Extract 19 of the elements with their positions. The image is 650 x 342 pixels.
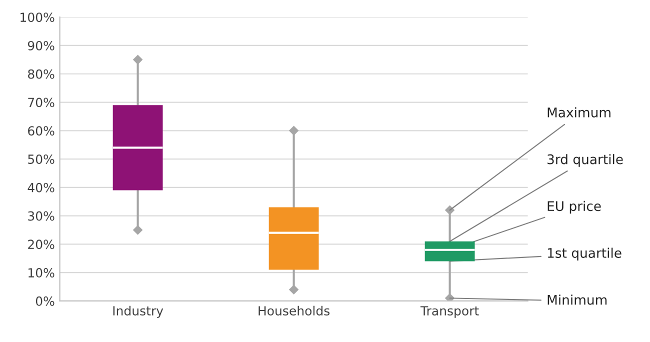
y-tick-label: 80% <box>28 69 54 79</box>
annotation: 3rd quartile <box>548 154 623 167</box>
y-tick-label: 90% <box>28 40 54 50</box>
y-tick-label: 40% <box>28 182 54 192</box>
y-tick-label: 10% <box>28 268 54 278</box>
y-tick-label: 100% <box>20 12 54 22</box>
y-tick-label: 70% <box>28 98 54 108</box>
annotation: Maximum <box>548 107 610 118</box>
y-tick-label: 30% <box>28 211 54 221</box>
annotation: Minimum <box>548 294 607 305</box>
annotation: 1st quartile <box>548 248 622 261</box>
x-tick-label: Households <box>258 306 330 316</box>
y-tick-label: 0% <box>36 296 54 306</box>
y-tick-label: 20% <box>28 240 54 250</box>
x-tick-label: Industry <box>113 306 164 318</box>
y-tick-label: 60% <box>28 126 54 136</box>
x-tick-label: Transport <box>420 306 479 318</box>
y-tick-label: 50% <box>28 154 54 164</box>
annotation: EU price <box>548 200 601 214</box>
